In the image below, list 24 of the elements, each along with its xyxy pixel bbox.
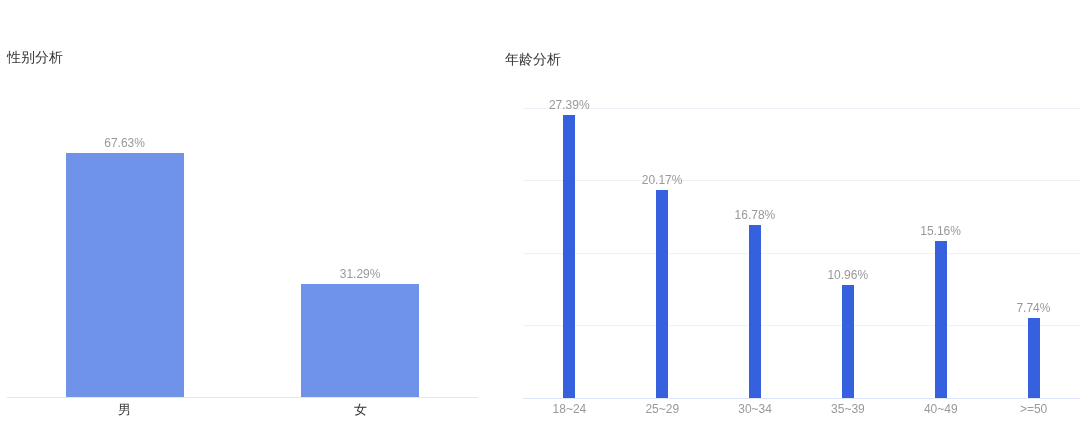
x-tick-label: 男: [118, 401, 132, 417]
bar: [656, 189, 669, 398]
bar: [563, 114, 576, 398]
chart-title: 年龄分析: [505, 50, 561, 67]
x-tick-label: 18~24: [552, 402, 587, 417]
bar: [749, 224, 762, 398]
bar: [841, 284, 854, 398]
data-label: 20.17%: [641, 172, 683, 187]
data-label: 67.63%: [104, 135, 146, 150]
x-tick-label: 25~29: [645, 402, 680, 417]
x-tick-label: 35~39: [831, 402, 866, 417]
x-tick-label: 40~49: [923, 402, 958, 417]
data-label: 15.16%: [920, 224, 962, 239]
x-tick-label: 女: [353, 401, 367, 417]
chart-title: 性别分析: [6, 48, 63, 65]
data-label: 31.29%: [339, 267, 381, 282]
data-label: 10.96%: [827, 267, 869, 282]
bar: [1027, 318, 1040, 398]
data-label: 16.78%: [734, 207, 776, 222]
data-label: 27.39%: [548, 97, 590, 112]
bar: [934, 241, 947, 398]
x-tick-label: 30~34: [738, 402, 773, 417]
x-tick-label: >=50: [1019, 402, 1048, 417]
data-label: 7.74%: [1016, 301, 1051, 315]
